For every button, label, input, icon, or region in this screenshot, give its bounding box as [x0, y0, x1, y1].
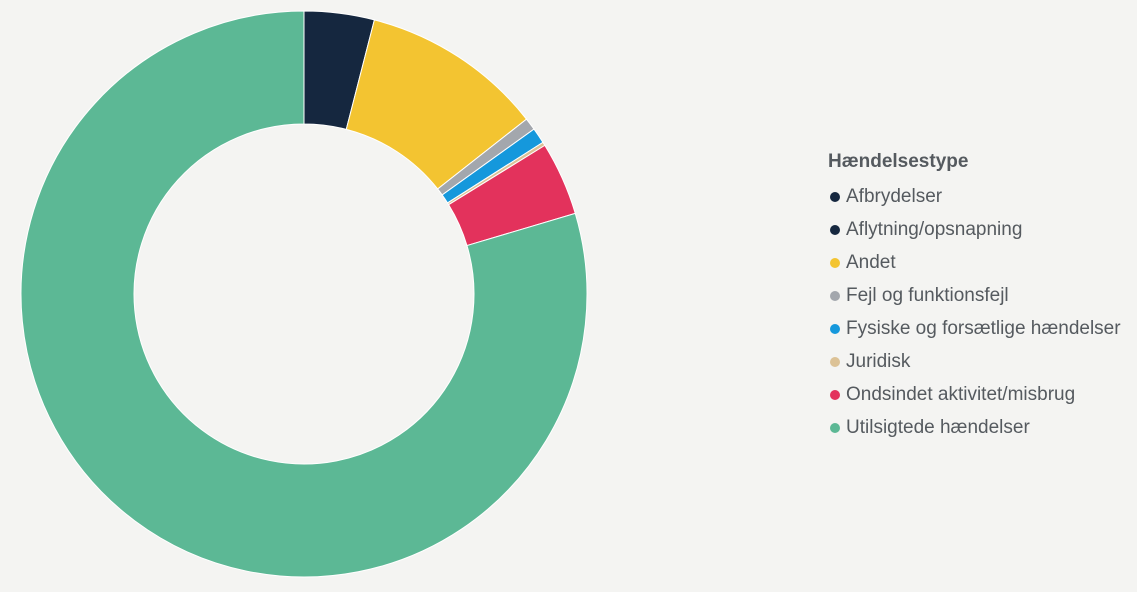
legend-label: Utilsigtede hændelser: [846, 416, 1030, 438]
legend-item[interactable]: Fysiske og forsætlige hændelser: [828, 312, 1121, 345]
legend-item[interactable]: Utilsigtede hændelser: [828, 411, 1121, 444]
legend-marker-icon: [830, 422, 840, 433]
legend-item[interactable]: Afbrydelser: [828, 180, 1121, 213]
legend-item[interactable]: Aflytning/opsnapning: [828, 213, 1121, 246]
legend-marker-icon: [830, 257, 840, 268]
legend-marker-icon: [830, 191, 840, 202]
legend-label: Afbrydelser: [846, 185, 943, 207]
legend-item[interactable]: Juridisk: [828, 345, 1121, 378]
legend-label: Fysiske og forsætlige hændelser: [846, 317, 1121, 339]
legend-label: Ondsindet aktivitet/misbrug: [846, 383, 1076, 405]
legend-label: Aflytning/opsnapning: [846, 218, 1023, 240]
legend-item[interactable]: Andet: [828, 246, 1121, 279]
legend-marker-icon: [830, 323, 840, 334]
legend-title: Hændelsestype: [828, 151, 969, 172]
legend-label: Fejl og funktionsfejl: [846, 284, 1009, 306]
legend-label: Andet: [846, 251, 896, 273]
legend-item[interactable]: Fejl og funktionsfejl: [828, 279, 1121, 312]
legend-item[interactable]: Ondsindet aktivitet/misbrug: [828, 378, 1121, 411]
legend: Hændelsestype Afbrydelser Aflytning/opsna…: [828, 150, 1121, 444]
legend-marker-icon: [830, 290, 840, 301]
slice-utilsigtede-hændelser[interactable]: [20, 10, 588, 578]
legend-label: Juridisk: [846, 350, 911, 372]
legend-marker-icon: [830, 356, 840, 367]
legend-marker-icon: [830, 224, 840, 235]
legend-items: Afbrydelser Aflytning/opsnapning Andet Fejl…: [828, 180, 1121, 444]
legend-marker-icon: [830, 389, 840, 400]
